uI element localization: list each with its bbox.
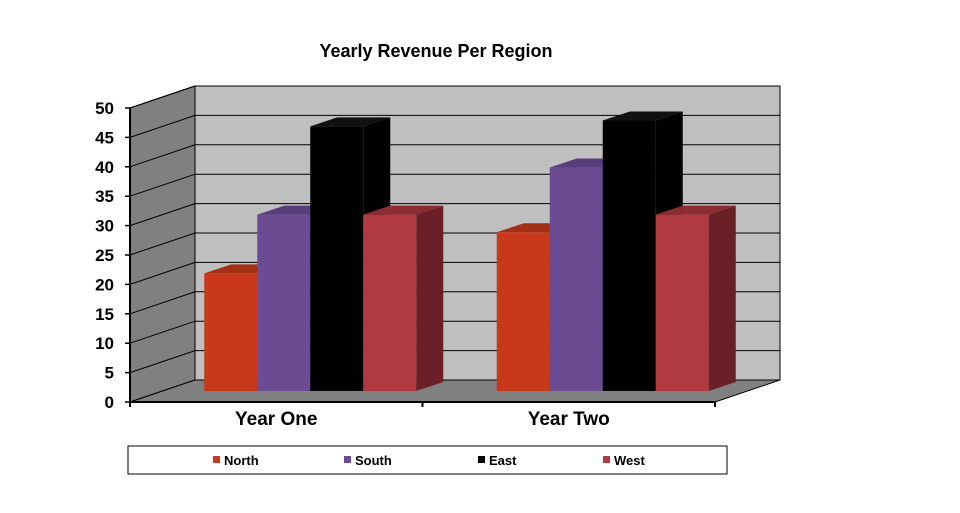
x-tick-label: Year Two (528, 409, 610, 430)
y-tick-label: 10 (95, 334, 114, 353)
gridline (129, 144, 780, 168)
bar-side (708, 205, 736, 391)
legend-swatch (603, 456, 610, 463)
legend-swatch (213, 456, 220, 463)
gridline (129, 85, 780, 109)
bar-front (602, 120, 656, 392)
legend-swatch (344, 456, 351, 463)
bar-front (496, 232, 550, 391)
legend-item: West (603, 453, 645, 468)
y-tick-label: 20 (95, 275, 114, 294)
y-tick-label: 40 (95, 158, 114, 177)
y-tick-label: 30 (95, 217, 114, 236)
bar (655, 205, 736, 391)
bar-top (655, 205, 736, 215)
legend-item: South (344, 453, 392, 468)
bar-front (204, 273, 258, 391)
legend-label: South (355, 453, 392, 468)
legend-item: East (478, 453, 517, 468)
y-axis-ticks: 0 5 10 15 20 25 30 35 40 45 50 (95, 99, 130, 412)
y-tick-label: 50 (95, 99, 114, 118)
y-tick-label: 0 (105, 393, 114, 412)
legend-label: West (614, 453, 645, 468)
bar-side (416, 205, 444, 391)
y-tick-label: 15 (95, 305, 114, 324)
bar (363, 205, 444, 391)
y-tick-label: 45 (95, 128, 114, 147)
y-tick-label: 5 (105, 364, 114, 383)
legend-item: North (213, 453, 259, 468)
bar-front (310, 126, 364, 392)
bar-front (549, 167, 603, 391)
legend-label: East (489, 453, 517, 468)
bar-front (363, 214, 417, 391)
bar-top (363, 205, 444, 215)
y-tick-label: 25 (95, 246, 114, 265)
legend: North South East West (127, 445, 728, 475)
bar-top (310, 117, 391, 127)
bar-front (257, 214, 311, 391)
bars (204, 111, 736, 392)
y-tick-label: 35 (95, 187, 114, 206)
legend-box (127, 445, 728, 475)
legend-swatch (478, 456, 485, 463)
gridline (129, 114, 780, 138)
bar-front (655, 214, 709, 391)
x-tick-label: Year One (235, 409, 317, 430)
bar-top (602, 111, 683, 121)
chart-title: Yearly Revenue Per Region (319, 41, 552, 61)
x-axis-ticks: Year One Year Two (129, 402, 716, 430)
legend-label: North (224, 453, 259, 468)
